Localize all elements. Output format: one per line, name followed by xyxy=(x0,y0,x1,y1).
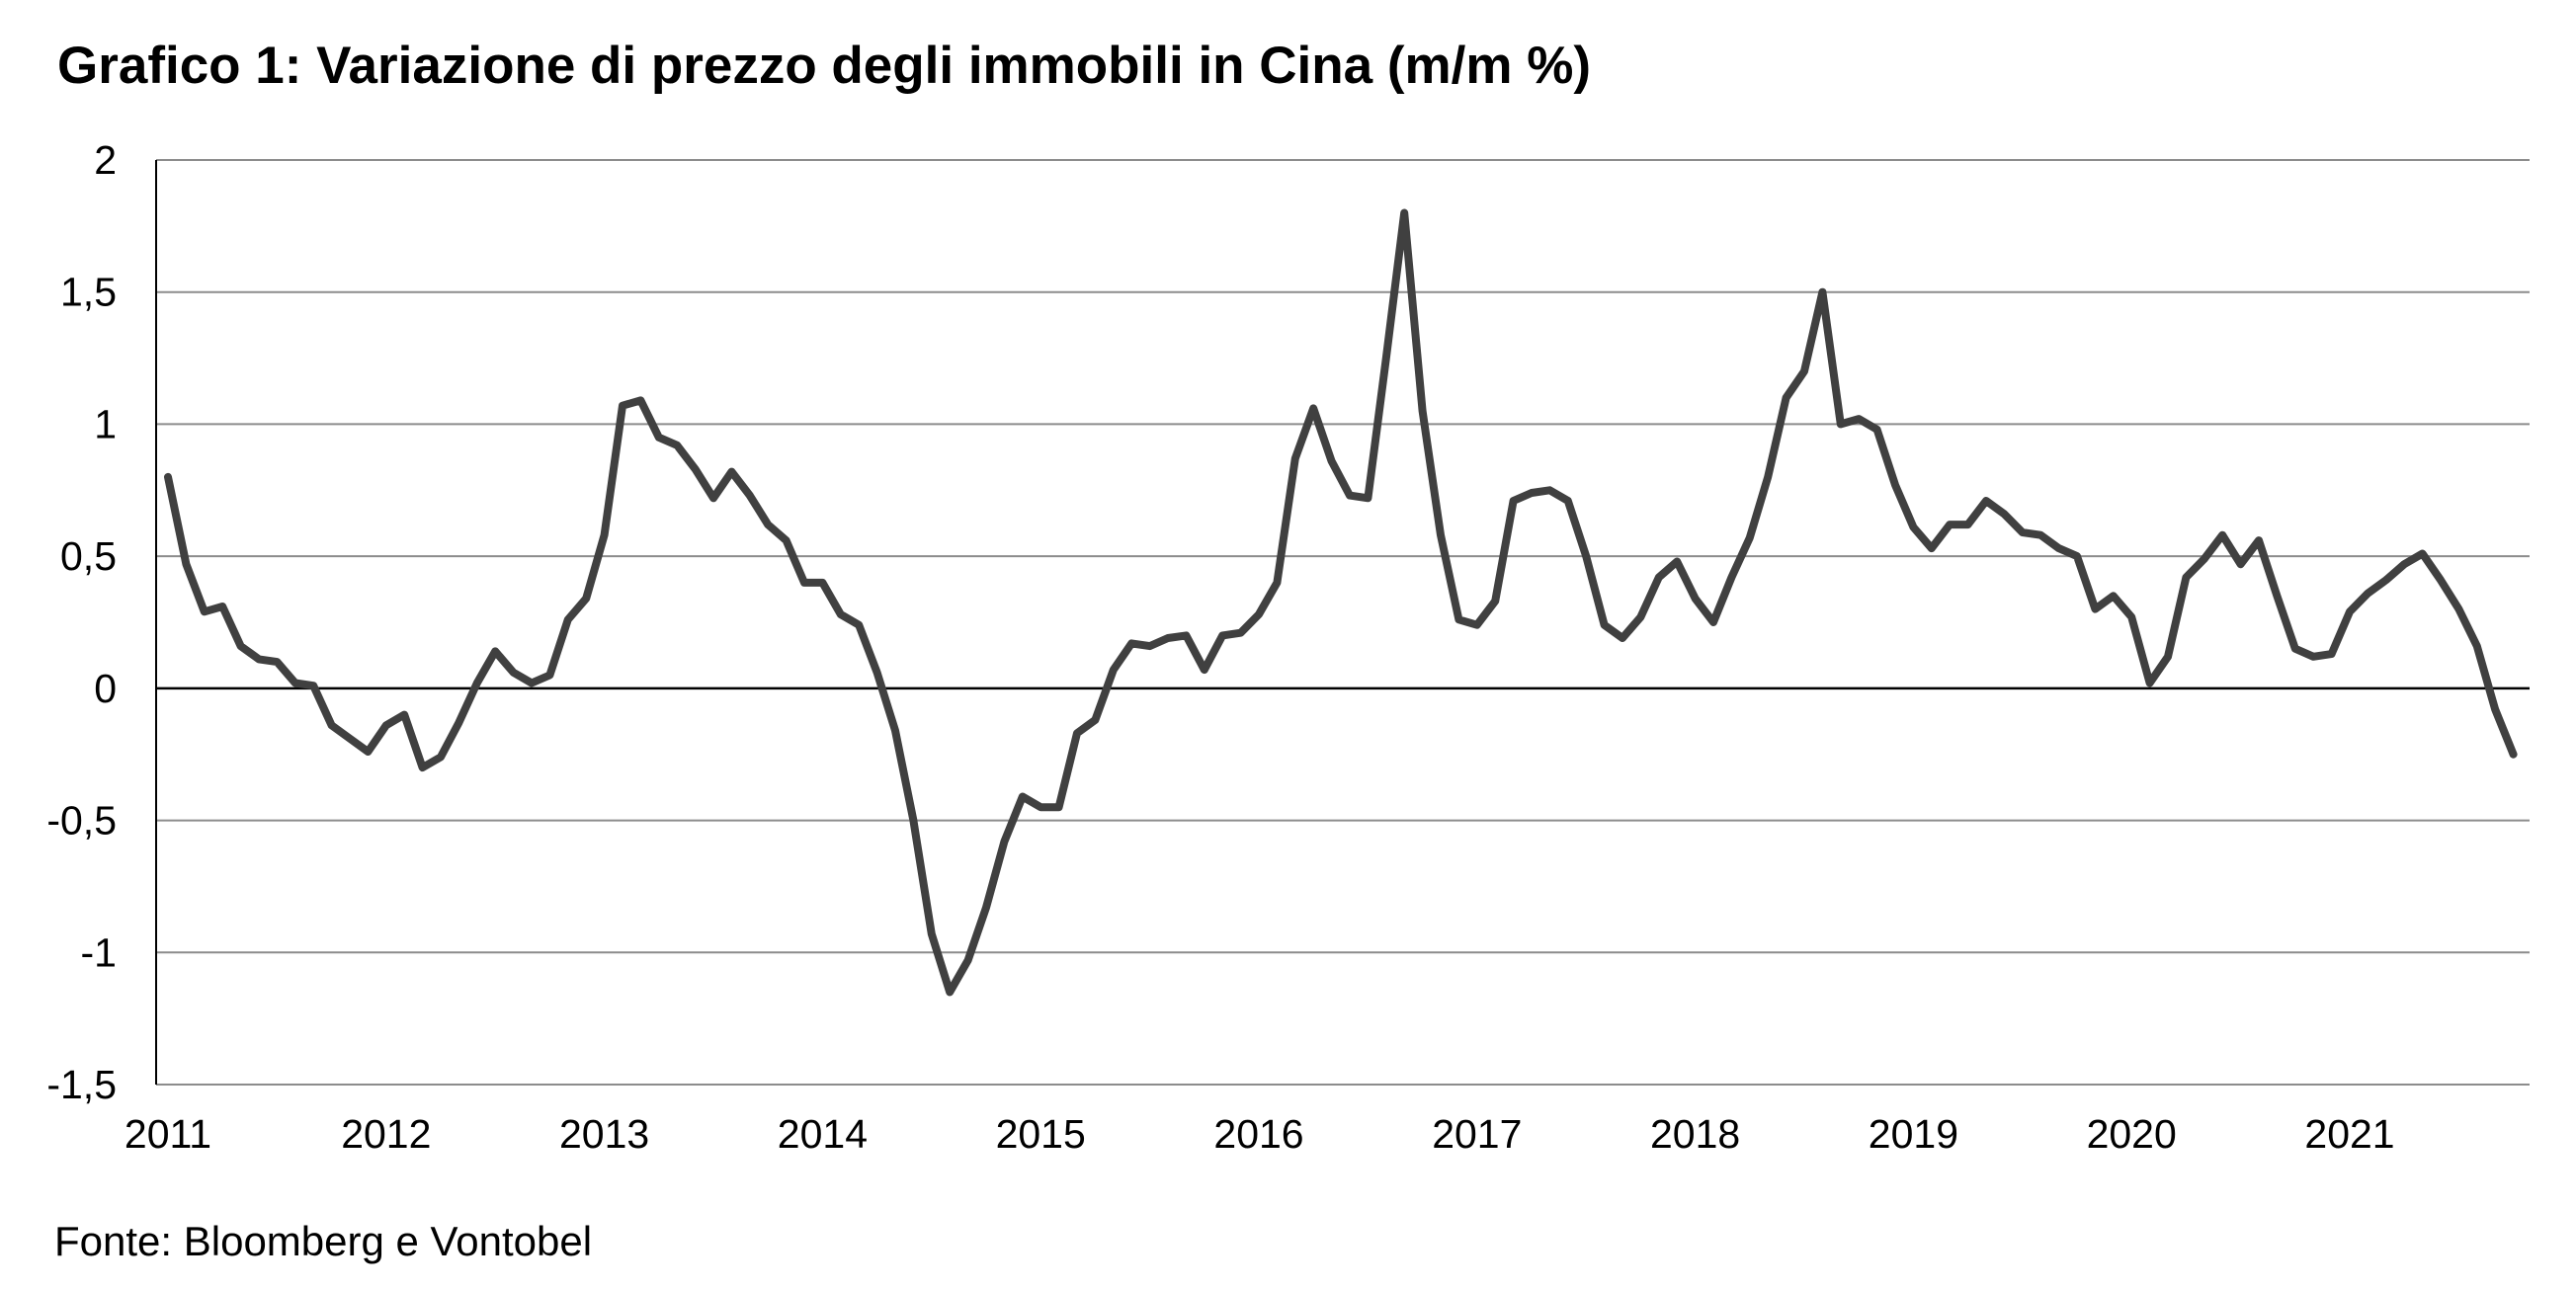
y-tick-label: 1 xyxy=(94,401,117,446)
y-tick-label: -0,5 xyxy=(46,798,117,844)
x-tick-label: 2013 xyxy=(559,1111,649,1157)
x-tick-label: 2016 xyxy=(1213,1111,1303,1157)
y-tick-label: -1,5 xyxy=(46,1062,117,1107)
x-tick-label: 2011 xyxy=(125,1111,211,1157)
x-tick-label: 2019 xyxy=(1869,1111,1958,1157)
series-layer xyxy=(164,208,2518,997)
x-tick-label: 2014 xyxy=(778,1111,868,1157)
chart-title: Grafico 1: Variazione di prezzo degli im… xyxy=(57,37,1591,95)
y-tick-label: 1,5 xyxy=(60,270,117,315)
y-axis-tick-labels: -1,5 -1 -0,5 0 0,5 1 1,5 2 xyxy=(46,137,117,1107)
x-tick-label: 2012 xyxy=(341,1111,431,1157)
x-tick-label: 2015 xyxy=(996,1111,1086,1157)
gridlines xyxy=(156,159,2530,1086)
x-axis-tick-labels: 2011 2012 2013 2014 2015 2016 2017 2018 2019 2020… xyxy=(125,1111,2395,1157)
x-tick-label: 2017 xyxy=(1432,1111,1522,1157)
x-tick-label: 2021 xyxy=(2304,1111,2394,1157)
y-tick-label: 0,5 xyxy=(60,533,117,579)
y-tick-label: 0 xyxy=(94,666,117,711)
source-note: Fonte: Bloomberg e Vontobel xyxy=(54,1218,593,1264)
y-tick-label: 2 xyxy=(94,137,117,183)
y-tick-label: -1 xyxy=(81,929,117,975)
series-line xyxy=(164,208,2518,997)
x-tick-label: 2020 xyxy=(2087,1111,2177,1157)
x-tick-label: 2018 xyxy=(1650,1111,1740,1157)
